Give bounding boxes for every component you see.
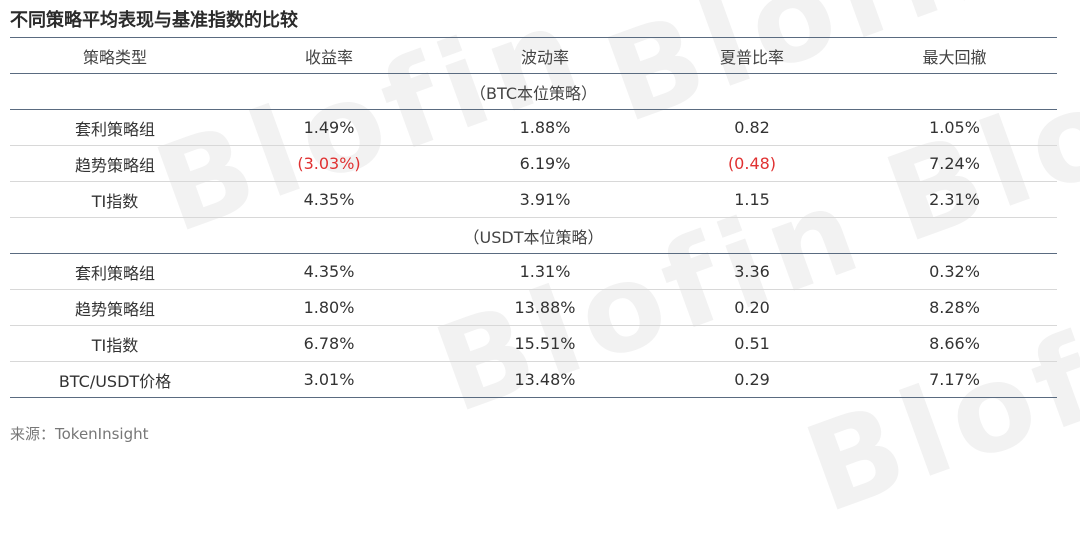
value-cell: 1.88% — [438, 109, 652, 146]
strategy-type-cell: 趋势策略组 — [10, 289, 220, 326]
section-header-row: （BTC本位策略） — [10, 73, 1057, 110]
table-row: BTC/USDT价格 3.01% 13.48% 0.29 7.17% — [10, 361, 1057, 398]
strategy-type-cell: 套利策略组 — [10, 253, 220, 290]
table-row: 趋势策略组 1.80% 13.88% 0.20 8.28% — [10, 289, 1057, 326]
value-cell: 1.15 — [652, 181, 852, 218]
table-row: 套利策略组 1.49% 1.88% 0.82 1.05% — [10, 109, 1057, 146]
comparison-table: 策略类型 收益率 波动率 夏普比率 最大回撤 （BTC本位策略） 套利策略组 1.4… — [10, 37, 1057, 398]
column-header: 收益率 — [220, 37, 438, 74]
value-cell: 0.29 — [652, 361, 852, 398]
value-cell: 7.24% — [852, 145, 1057, 182]
value-cell: 3.01% — [220, 361, 438, 398]
value-cell: 1.80% — [220, 289, 438, 326]
strategy-type-cell: 套利策略组 — [10, 109, 220, 146]
value-cell: 13.88% — [438, 289, 652, 326]
value-cell: 1.31% — [438, 253, 652, 290]
value-cell: 4.35% — [220, 181, 438, 218]
value-cell: (3.03%) — [220, 145, 438, 182]
header-row: 策略类型 收益率 波动率 夏普比率 最大回撤 — [10, 37, 1057, 74]
strategy-type-cell: TI指数 — [10, 325, 220, 362]
value-cell: 13.48% — [438, 361, 652, 398]
strategy-type-cell: BTC/USDT价格 — [10, 361, 220, 398]
value-cell: 4.35% — [220, 253, 438, 290]
value-cell: 6.19% — [438, 145, 652, 182]
table-row: 套利策略组 4.35% 1.31% 3.36 0.32% — [10, 253, 1057, 290]
value-cell: 8.28% — [852, 289, 1057, 326]
value-cell: 15.51% — [438, 325, 652, 362]
section-header-row: （USDT本位策略） — [10, 217, 1057, 254]
table-row: TI指数 4.35% 3.91% 1.15 2.31% — [10, 181, 1057, 218]
value-cell: 2.31% — [852, 181, 1057, 218]
table-body: （BTC本位策略） 套利策略组 1.49% 1.88% 0.82 1.05% 趋势策略组 (3… — [10, 73, 1057, 398]
column-header: 最大回撤 — [852, 37, 1057, 74]
value-cell: 0.51 — [652, 325, 852, 362]
value-cell: 3.91% — [438, 181, 652, 218]
strategy-type-cell: 趋势策略组 — [10, 145, 220, 182]
value-cell: 0.82 — [652, 109, 852, 146]
section-label: （USDT本位策略） — [10, 217, 1057, 254]
table-title: 不同策略平均表现与基准指数的比较 — [10, 10, 298, 31]
value-cell: 3.36 — [652, 253, 852, 290]
value-cell: 7.17% — [852, 361, 1057, 398]
value-cell: 6.78% — [220, 325, 438, 362]
source-note: 来源：TokenInsight — [10, 425, 149, 443]
column-header: 夏普比率 — [652, 37, 852, 74]
column-header: 策略类型 — [10, 37, 220, 74]
value-cell: 1.49% — [220, 109, 438, 146]
value-cell: 1.05% — [852, 109, 1057, 146]
value-cell: 0.20 — [652, 289, 852, 326]
value-cell: 8.66% — [852, 325, 1057, 362]
table-row: TI指数 6.78% 15.51% 0.51 8.66% — [10, 325, 1057, 362]
table-row: 趋势策略组 (3.03%) 6.19% (0.48) 7.24% — [10, 145, 1057, 182]
value-cell: 0.32% — [852, 253, 1057, 290]
section-label: （BTC本位策略） — [10, 73, 1057, 110]
column-header: 波动率 — [438, 37, 652, 74]
value-cell: (0.48) — [652, 145, 852, 182]
strategy-type-cell: TI指数 — [10, 181, 220, 218]
